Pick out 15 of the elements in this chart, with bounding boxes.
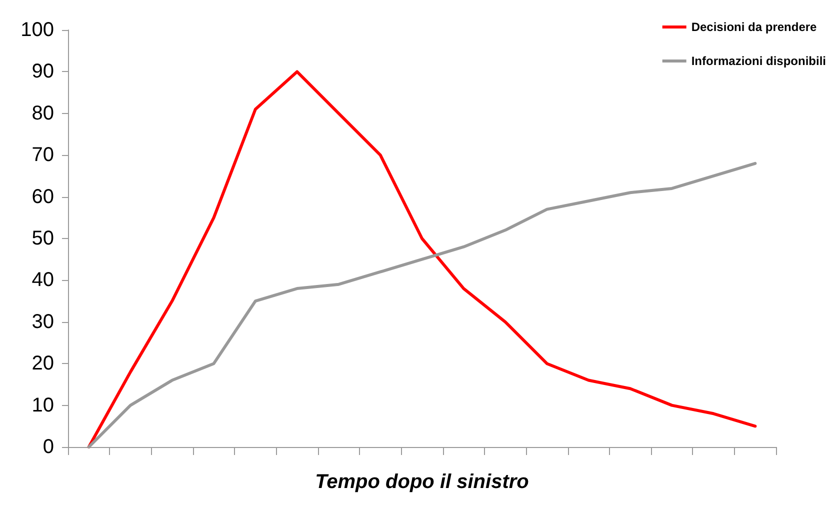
legend-label: Decisioni da prendere [691, 20, 818, 34]
legend-label: Informazioni disponibili [691, 54, 826, 68]
y-tick-label: 100 [20, 19, 54, 41]
y-tick-label: 20 [32, 352, 54, 375]
y-tick-label: 0 [42, 436, 54, 458]
line-series [87, 70, 757, 448]
x-axis-title: Tempo dopo il sinistro [315, 471, 529, 493]
y-tick-label: 40 [32, 269, 54, 292]
y-tick-label: 30 [32, 310, 54, 333]
y-tick-label: 70 [32, 144, 54, 166]
y-tick-label: 90 [32, 60, 54, 83]
y-tick-label: 10 [32, 394, 54, 416]
y-tick-label: 60 [32, 186, 54, 208]
y-tick-label: 50 [32, 228, 54, 250]
y-tick-label: 80 [32, 102, 54, 124]
